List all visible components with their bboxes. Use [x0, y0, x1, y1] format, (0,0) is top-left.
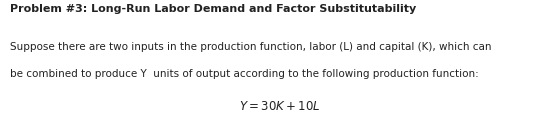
- Text: be combined to produce Y  units of output according to the following production : be combined to produce Y units of output…: [10, 69, 479, 79]
- Text: Suppose there are two inputs in the production function, labor (L) and capital (: Suppose there are two inputs in the prod…: [10, 42, 492, 52]
- Text: $Y = 30K + 10L$: $Y = 30K + 10L$: [239, 100, 321, 113]
- Text: Problem #3: Long-Run Labor Demand and Factor Substitutability: Problem #3: Long-Run Labor Demand and Fa…: [10, 4, 416, 14]
